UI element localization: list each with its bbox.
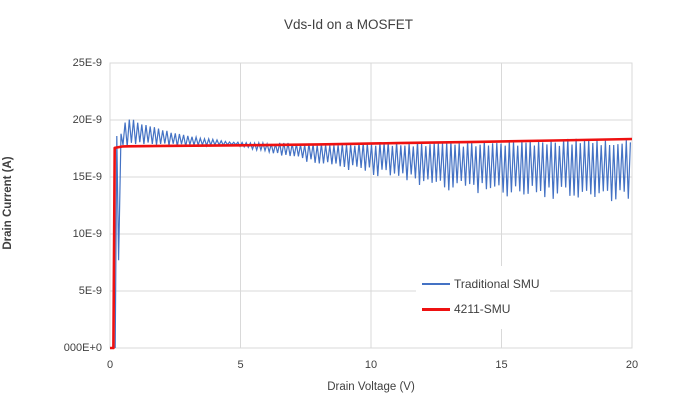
- x-tick-label: 0: [106, 359, 114, 371]
- y-tick-label: 15E-9: [72, 171, 102, 183]
- series-traditional-smu-line: [114, 119, 631, 349]
- x-tick-label: 15: [495, 359, 508, 371]
- plot-border: [109, 62, 633, 349]
- legend-label: 4211-SMU: [454, 302, 511, 316]
- legend: Traditional SMU 4211-SMU: [416, 266, 550, 329]
- x-tick-label: 20: [625, 359, 639, 371]
- y-tick-label: 20E-9: [72, 114, 102, 126]
- chart-title: Vds-Id on a MOSFET: [283, 17, 414, 32]
- x-tick-label: 10: [364, 359, 378, 371]
- legend-line-sample-blue: [422, 283, 450, 285]
- legend-item-4211-smu: 4211-SMU: [422, 298, 540, 320]
- y-axis-title: Drain Current (A): [2, 156, 14, 250]
- y-tick-label: 5E-9: [78, 285, 102, 297]
- series-4211-smu-line: [110, 137, 633, 350]
- legend-line-sample-red: [422, 307, 450, 311]
- y-tick-label: 000E+0: [63, 342, 102, 354]
- x-axis-title: Drain Voltage (V): [327, 381, 415, 393]
- legend-item-traditional-smu: Traditional SMU: [422, 273, 540, 295]
- x-tick-label: 5: [237, 359, 244, 371]
- legend-label: Traditional SMU: [454, 277, 540, 291]
- y-tick-label: 25E-9: [72, 57, 102, 69]
- y-tick-label: 10E-9: [72, 228, 102, 240]
